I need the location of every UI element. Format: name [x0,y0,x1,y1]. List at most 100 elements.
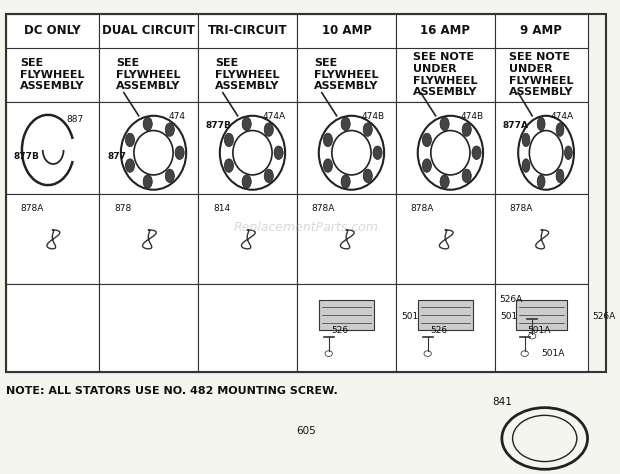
Bar [396,14,495,47]
Ellipse shape [264,169,273,182]
Bar [6,14,99,102]
Bar [198,102,297,194]
Ellipse shape [143,175,153,188]
Text: DC ONLY: DC ONLY [24,24,81,37]
Text: 501A: 501A [528,326,551,335]
Bar [495,14,588,102]
Text: ReplacementParts.com: ReplacementParts.com [234,221,378,234]
Text: DUAL CIRCUIT: DUAL CIRCUIT [102,24,195,37]
Ellipse shape [125,133,135,146]
Ellipse shape [440,117,449,131]
Ellipse shape [166,169,174,182]
Ellipse shape [422,133,432,146]
Text: 841: 841 [492,397,512,407]
Bar [6,14,606,372]
Ellipse shape [324,133,332,146]
Ellipse shape [556,123,564,137]
Text: 501: 501 [500,312,517,321]
Bar [495,14,588,47]
Text: 877: 877 [107,152,126,161]
Bar [6,284,99,372]
Ellipse shape [242,117,251,131]
Ellipse shape [363,169,373,182]
Ellipse shape [341,175,350,188]
Bar [99,102,198,194]
Bar [99,194,198,284]
Ellipse shape [556,169,564,182]
Bar [6,102,99,194]
Ellipse shape [242,175,251,188]
Text: 474B: 474B [361,111,384,120]
Ellipse shape [274,146,283,159]
Bar [99,284,198,372]
Text: 878A: 878A [411,203,434,212]
Bar [297,14,396,47]
Ellipse shape [175,146,184,159]
Ellipse shape [564,146,572,159]
Ellipse shape [537,117,545,131]
Text: 877A: 877A [502,121,528,130]
Text: NOTE: ALL STATORS USE NO. 482 MOUNTING SCREW.: NOTE: ALL STATORS USE NO. 482 MOUNTING S… [6,386,338,396]
Ellipse shape [472,146,481,159]
Bar [319,300,374,330]
Text: 526: 526 [431,326,448,335]
Text: 501A: 501A [541,349,565,358]
Text: 878A: 878A [509,203,533,212]
Bar [198,14,297,47]
Bar [198,14,297,102]
Ellipse shape [125,159,135,173]
Ellipse shape [224,159,234,173]
Ellipse shape [462,123,471,137]
Text: 814: 814 [213,203,230,212]
Bar [297,194,396,284]
Bar [396,14,495,102]
Text: SEE
FLYWHEEL
ASSEMBLY: SEE FLYWHEEL ASSEMBLY [117,58,181,91]
Text: SEE
FLYWHEEL
ASSEMBLY: SEE FLYWHEEL ASSEMBLY [20,58,85,91]
Bar [495,284,588,372]
Text: 474: 474 [169,111,185,120]
Bar [516,300,567,330]
Ellipse shape [373,146,382,159]
Text: 10 AMP: 10 AMP [322,24,371,37]
Text: SEE
FLYWHEEL
ASSEMBLY: SEE FLYWHEEL ASSEMBLY [314,58,379,91]
Text: SEE NOTE
UNDER
FLYWHEEL
ASSEMBLY: SEE NOTE UNDER FLYWHEEL ASSEMBLY [509,52,574,97]
Text: TRI-CIRCUIT: TRI-CIRCUIT [208,24,287,37]
Text: 878: 878 [114,203,131,212]
Ellipse shape [537,175,545,188]
Text: 501: 501 [401,312,418,321]
Bar [6,194,99,284]
Text: SEE
FLYWHEEL
ASSEMBLY: SEE FLYWHEEL ASSEMBLY [215,58,280,91]
Text: 16 AMP: 16 AMP [420,24,471,37]
Bar [495,194,588,284]
Bar [198,284,297,372]
Bar [396,194,495,284]
Ellipse shape [324,159,332,173]
Ellipse shape [363,123,373,137]
Ellipse shape [341,117,350,131]
Bar [418,300,472,330]
Text: 526: 526 [332,326,349,335]
Text: 887: 887 [66,115,84,124]
Text: 474A: 474A [262,111,285,120]
Bar [297,14,396,102]
Text: SEE NOTE
UNDER
FLYWHEEL
ASSEMBLY: SEE NOTE UNDER FLYWHEEL ASSEMBLY [413,52,478,97]
Ellipse shape [224,133,234,146]
Bar [99,14,198,102]
Ellipse shape [462,169,471,182]
Bar [396,284,495,372]
Text: 877B: 877B [14,152,40,161]
Bar [297,284,396,372]
Bar [297,102,396,194]
Text: 526A: 526A [593,312,616,321]
Text: 878A: 878A [312,203,335,212]
Ellipse shape [522,133,530,146]
Bar [99,14,198,47]
Ellipse shape [166,123,174,137]
Text: 474A: 474A [551,111,574,120]
Text: 605: 605 [296,426,316,436]
Ellipse shape [440,175,449,188]
Text: 474B: 474B [460,111,484,120]
Text: 526A: 526A [500,295,523,304]
Ellipse shape [522,159,530,173]
Bar [495,102,588,194]
